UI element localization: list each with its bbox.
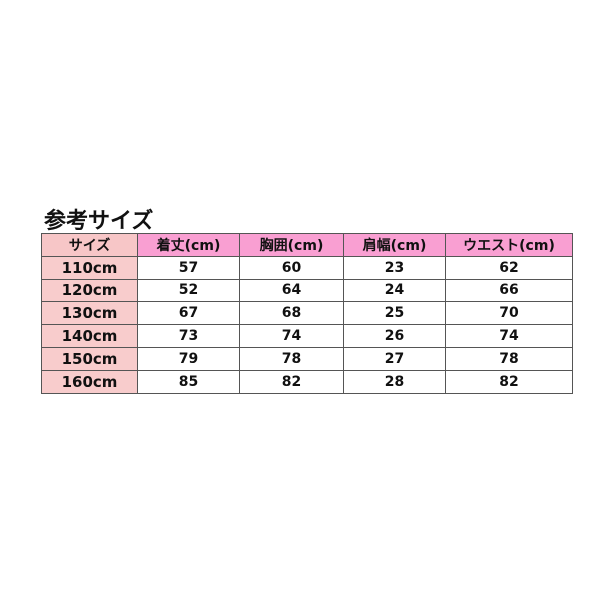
measurement-cell: 67 xyxy=(137,301,240,326)
measurement-cell: 74 xyxy=(239,324,344,348)
table-row: 120cm 52 64 24 66 xyxy=(41,278,573,303)
column-header: 着丈(cm) xyxy=(137,233,240,257)
column-header: 肩幅(cm) xyxy=(343,233,446,257)
size-cell: 110cm xyxy=(41,255,138,280)
measurement-cell: 23 xyxy=(343,255,446,280)
measurement-cell: 27 xyxy=(343,346,446,371)
measurement-cell: 74 xyxy=(445,324,573,348)
table-header-row: サイズ 着丈(cm) 胸囲(cm) 肩幅(cm) ウエスト(cm) xyxy=(41,233,573,257)
size-cell: 130cm xyxy=(41,301,138,326)
measurement-cell: 78 xyxy=(445,346,573,371)
measurement-cell: 78 xyxy=(239,346,344,371)
measurement-cell: 62 xyxy=(445,255,573,280)
size-cell: 150cm xyxy=(41,346,138,371)
column-header: サイズ xyxy=(41,233,138,257)
column-header: 胸囲(cm) xyxy=(239,233,344,257)
measurement-cell: 57 xyxy=(137,255,240,280)
table-row: 150cm 79 78 27 78 xyxy=(41,346,573,371)
measurement-cell: 24 xyxy=(343,278,446,303)
size-table: サイズ 着丈(cm) 胸囲(cm) 肩幅(cm) ウエスト(cm) 110cm 57 60 2… xyxy=(41,233,573,394)
table-row: 140cm 73 74 26 74 xyxy=(41,324,573,348)
measurement-cell: 64 xyxy=(239,278,344,303)
measurement-cell: 82 xyxy=(239,369,344,394)
page-title: 参考サイズ xyxy=(44,209,154,234)
measurement-cell: 82 xyxy=(445,369,573,394)
table-row: 160cm 85 82 28 82 xyxy=(41,369,573,394)
size-cell: 120cm xyxy=(41,278,138,303)
size-cell: 140cm xyxy=(41,324,138,348)
measurement-cell: 85 xyxy=(137,369,240,394)
measurement-cell: 68 xyxy=(239,301,344,326)
measurement-cell: 66 xyxy=(445,278,573,303)
column-header: ウエスト(cm) xyxy=(445,233,573,257)
measurement-cell: 26 xyxy=(343,324,446,348)
table-row: 110cm 57 60 23 62 xyxy=(41,255,573,280)
size-cell: 160cm xyxy=(41,369,138,394)
measurement-cell: 79 xyxy=(137,346,240,371)
measurement-cell: 60 xyxy=(239,255,344,280)
measurement-cell: 73 xyxy=(137,324,240,348)
measurement-cell: 28 xyxy=(343,369,446,394)
measurement-cell: 70 xyxy=(445,301,573,326)
measurement-cell: 25 xyxy=(343,301,446,326)
measurement-cell: 52 xyxy=(137,278,240,303)
table-row: 130cm 67 68 25 70 xyxy=(41,301,573,326)
